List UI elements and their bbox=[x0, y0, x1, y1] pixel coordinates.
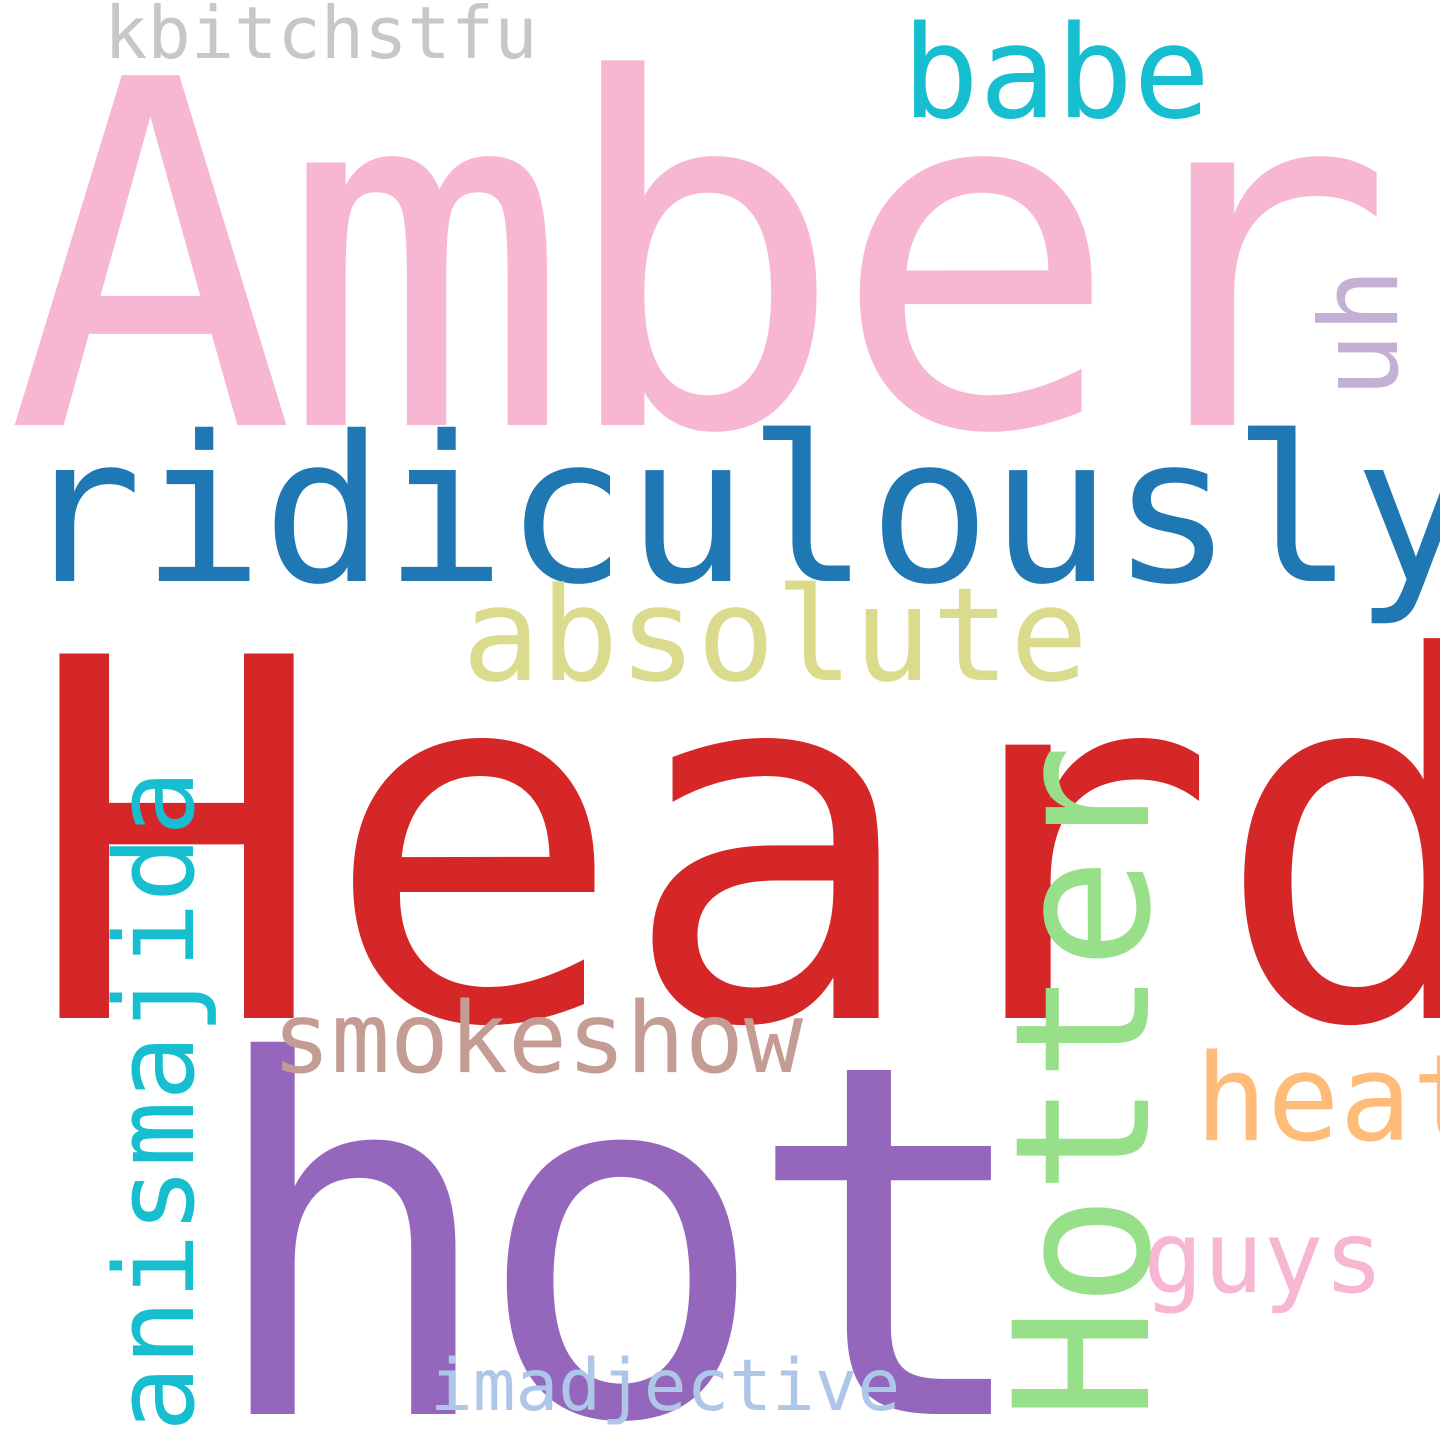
word-hot: hot bbox=[204, 959, 1039, 1440]
word-uh: uh bbox=[1298, 267, 1423, 398]
word-guys: guys bbox=[1143, 1199, 1384, 1316]
word-anismajida: anismajida bbox=[91, 769, 219, 1432]
word-kbitchstfu: kbitchstfu bbox=[104, 0, 538, 75]
word-smokeshow: smokeshow bbox=[272, 982, 804, 1096]
word-heat: heat bbox=[1195, 1030, 1440, 1169]
word-hotter: Hotter bbox=[975, 744, 1193, 1420]
word-absolute: absolute bbox=[462, 559, 1089, 711]
word-amber: Amber bbox=[6, 0, 1395, 539]
word-ridiculously: ridiculously bbox=[20, 393, 1440, 629]
word-heard: Heard bbox=[26, 554, 1440, 1136]
word-imadjective: imadjective bbox=[430, 1344, 901, 1427]
word-babe: babe bbox=[902, 0, 1211, 148]
